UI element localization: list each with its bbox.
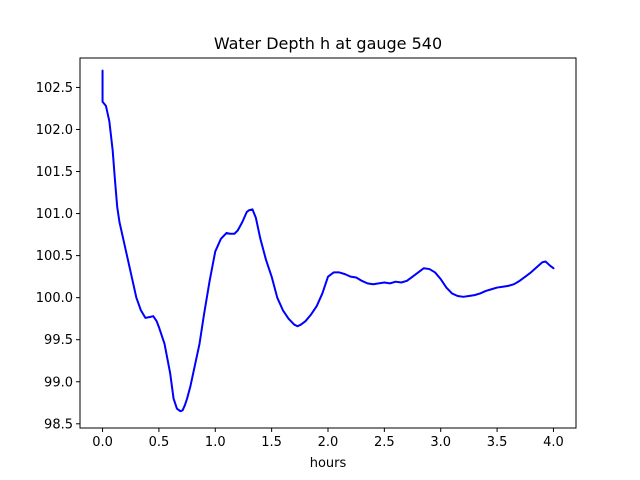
y-tick-label: 98.5 bbox=[44, 417, 73, 432]
x-tick-label: 4.0 bbox=[543, 435, 564, 450]
plot-area bbox=[101, 69, 555, 413]
y-tick-label: 99.0 bbox=[44, 375, 73, 390]
x-tick-label: 0.0 bbox=[92, 435, 113, 450]
y-axis: 98.5 99.0 99.5 100.0 100.5 101.0 101.5 102.0 102… bbox=[36, 81, 80, 432]
x-tick-label: 1.5 bbox=[261, 435, 282, 450]
x-tick-label: 0.5 bbox=[149, 435, 170, 450]
x-axis-label: hours bbox=[310, 456, 347, 471]
x-tick-label: 2.0 bbox=[318, 435, 339, 450]
x-tick-label: 3.5 bbox=[487, 435, 508, 450]
y-tick-label: 101.5 bbox=[36, 165, 73, 180]
x-axis: 0.0 0.5 1.0 1.5 2.0 2.5 3.0 3.5 4.0 bbox=[92, 428, 564, 450]
y-tick-label: 102.5 bbox=[36, 81, 73, 96]
series-line-0 bbox=[101, 69, 555, 413]
chart-title: Water Depth h at gauge 540 bbox=[214, 34, 442, 53]
y-tick-label: 99.5 bbox=[44, 333, 73, 348]
y-tick-label: 101.0 bbox=[36, 207, 73, 222]
x-tick-label: 1.0 bbox=[205, 435, 226, 450]
y-tick-label: 102.0 bbox=[36, 123, 73, 138]
x-tick-label: 2.5 bbox=[374, 435, 395, 450]
y-tick-label: 100.5 bbox=[36, 249, 73, 264]
y-tick-label: 100.0 bbox=[36, 291, 73, 306]
x-tick-label: 3.0 bbox=[430, 435, 451, 450]
